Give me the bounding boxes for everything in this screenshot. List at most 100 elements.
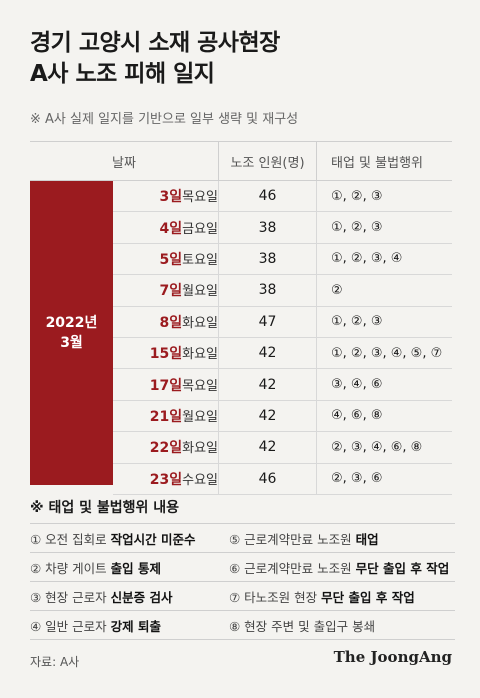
row-count: 42 (218, 400, 316, 432)
row-weekday: 월요일 (182, 409, 218, 425)
legend-row: ④ 일반 근로자 강제 퇴출 ⑧ 현장 주변 및 출입구 봉쇄 (30, 610, 455, 640)
legend-item: ③ 현장 근로자 신분증 검사 (30, 587, 226, 606)
row-count: 38 (218, 212, 316, 243)
row-day: 4일 (159, 220, 183, 237)
row-acts: ②, ③, ⑥ (316, 463, 452, 494)
row-weekday: 화요일 (182, 347, 218, 363)
legend-item-text: ⑤ 근로계약만료 노조원 (229, 531, 356, 547)
row-acts: ①, ②, ③ (316, 306, 452, 337)
table-row: 17일목요일 42 ③, ④, ⑥ (113, 369, 452, 401)
table-row: 7일월요일 38 ② (113, 275, 452, 307)
row-acts: ④, ⑥, ⑧ (316, 400, 452, 432)
row-day: 8일 (159, 314, 183, 331)
header-date: 날짜 (112, 155, 136, 171)
row-date: 5일토요일 (113, 249, 218, 269)
subtitle-note: ※ A사 실제 일지를 기반으로 일부 생략 및 재구성 (30, 112, 299, 127)
title-line-1: 경기 고양시 소재 공사현장 (30, 30, 280, 56)
legend-item: ⑥ 근로계약만료 노조원 무단 출입 후 작업 (229, 558, 455, 577)
row-day: 22일 (149, 440, 183, 457)
row-count: 42 (218, 432, 316, 463)
title-line-2: A사 노조 피해 일지 (30, 61, 215, 87)
incident-table: 날짜 노조 인원(명) 태업 및 불법행위 2022년 3월 3일목요일 46 ①,… (30, 141, 452, 495)
table-body: 2022년 3월 3일목요일 46 ①, ②, ③ 4일금요일 38 ①, ②, ③ 5일토… (30, 181, 452, 495)
row-weekday: 목요일 (182, 190, 218, 206)
legend-item: ① 오전 집회로 작업시간 미준수 (30, 529, 226, 548)
row-day: 23일 (149, 471, 183, 488)
row-date: 23일수요일 (113, 469, 218, 489)
table-row: 23일수요일 46 ②, ③, ⑥ (113, 463, 452, 495)
row-acts: ①, ②, ③, ④ (316, 243, 452, 275)
row-acts: ①, ②, ③ (316, 181, 452, 212)
row-weekday: 금요일 (182, 221, 218, 237)
legend-item: ⑦ 타노조원 현장 무단 출입 후 작업 (229, 587, 455, 606)
legend-item-emphasis: 태업 (355, 531, 379, 547)
legend-item-emphasis: 강제 퇴출 (110, 618, 161, 634)
row-day: 17일 (149, 377, 183, 394)
legend-item: ⑤ 근로계약만료 노조원 태업 (229, 529, 455, 548)
legend-item: ② 차량 게이트 출입 통제 (30, 558, 226, 577)
row-date: 22일화요일 (113, 437, 218, 457)
legend-item: ④ 일반 근로자 강제 퇴출 (30, 616, 226, 635)
row-weekday: 목요일 (182, 378, 218, 394)
row-acts: ①, ②, ③ (316, 212, 452, 243)
table-header: 날짜 노조 인원(명) 태업 및 불법행위 (30, 141, 452, 181)
row-acts: ② (316, 275, 452, 306)
row-count: 38 (218, 275, 316, 306)
table-row: 8일화요일 47 ①, ②, ③ (113, 306, 452, 338)
legend-item-text: ③ 현장 근로자 (30, 589, 111, 605)
table-row: 21일월요일 42 ④, ⑥, ⑧ (113, 400, 452, 433)
legend-item-text: ② 차량 게이트 (30, 560, 111, 576)
row-weekday: 토요일 (182, 252, 218, 268)
row-day: 7일 (159, 283, 183, 300)
row-day: 15일 (149, 346, 183, 363)
row-date: 17일목요일 (113, 375, 218, 395)
legend-item-text: ⑧ 현장 주변 및 출입구 봉쇄 (229, 618, 376, 634)
legend-item-text: ⑥ 근로계약만료 노조원 (229, 560, 356, 576)
row-date: 21일월요일 (113, 406, 218, 426)
row-count: 46 (218, 181, 316, 212)
legend-row: ③ 현장 근로자 신분증 검사 ⑦ 타노조원 현장 무단 출입 후 작업 (30, 581, 455, 610)
row-weekday: 화요일 (182, 315, 218, 331)
header-acts: 태업 및 불법행위 (316, 142, 452, 180)
row-date: 8일화요일 (113, 312, 218, 332)
table-row: 15일화요일 42 ①, ②, ③, ④, ⑤, ⑦ (113, 337, 452, 370)
legend-item-emphasis: 무단 출입 후 작업 (321, 589, 415, 605)
row-weekday: 월요일 (182, 284, 218, 300)
header-count: 노조 인원(명) (218, 142, 316, 180)
month-label: 3월 (60, 335, 83, 351)
row-count: 42 (218, 369, 316, 400)
legend-title: ※ 태업 및 불법행위 내용 (30, 500, 180, 516)
table-row: 3일목요일 46 ①, ②, ③ (113, 181, 452, 213)
row-date: 7일월요일 (113, 280, 218, 300)
year-month-cell: 2022년 3월 (30, 181, 113, 485)
year-label: 2022년 (45, 315, 98, 331)
row-weekday: 수요일 (182, 472, 218, 488)
legend-list: ① 오전 집회로 작업시간 미준수 ⑤ 근로계약만료 노조원 태업 ② 차량 게이트… (30, 523, 455, 640)
row-acts: ①, ②, ③, ④, ⑤, ⑦ (316, 337, 452, 369)
row-day: 5일 (159, 251, 183, 268)
legend-row: ① 오전 집회로 작업시간 미준수 ⑤ 근로계약만료 노조원 태업 (30, 523, 455, 552)
row-date: 15일화요일 (113, 343, 218, 363)
legend-item-text: ① 오전 집회로 (30, 531, 111, 547)
row-acts: ②, ③, ④, ⑥, ⑧ (316, 432, 452, 463)
table-row: 22일화요일 42 ②, ③, ④, ⑥, ⑧ (113, 432, 452, 464)
legend-item-emphasis: 신분증 검사 (110, 589, 173, 605)
row-acts: ③, ④, ⑥ (316, 369, 452, 400)
row-weekday: 화요일 (182, 441, 218, 457)
table-row: 4일금요일 38 ①, ②, ③ (113, 212, 452, 244)
row-day: 21일 (149, 408, 183, 425)
page-title: 경기 고양시 소재 공사현장 A사 노조 피해 일지 (30, 28, 280, 90)
legend-item-text: ⑦ 타노조원 현장 (229, 589, 322, 605)
row-day: 3일 (159, 189, 183, 206)
row-date: 3일목요일 (113, 186, 218, 206)
legend-item-emphasis: 출입 통제 (110, 560, 161, 576)
legend-item-emphasis: 작업시간 미준수 (110, 531, 196, 547)
legend-row: ② 차량 게이트 출입 통제 ⑥ 근로계약만료 노조원 무단 출입 후 작업 (30, 552, 455, 581)
legend-item-emphasis: 무단 출입 후 작업 (355, 560, 450, 576)
row-count: 42 (218, 337, 316, 369)
row-count: 47 (218, 306, 316, 337)
legend-item: ⑧ 현장 주변 및 출입구 봉쇄 (229, 616, 455, 635)
brand-logo: The JoongAng (333, 648, 452, 666)
source-note: 자료: A사 (30, 655, 80, 669)
row-count: 46 (218, 463, 316, 494)
